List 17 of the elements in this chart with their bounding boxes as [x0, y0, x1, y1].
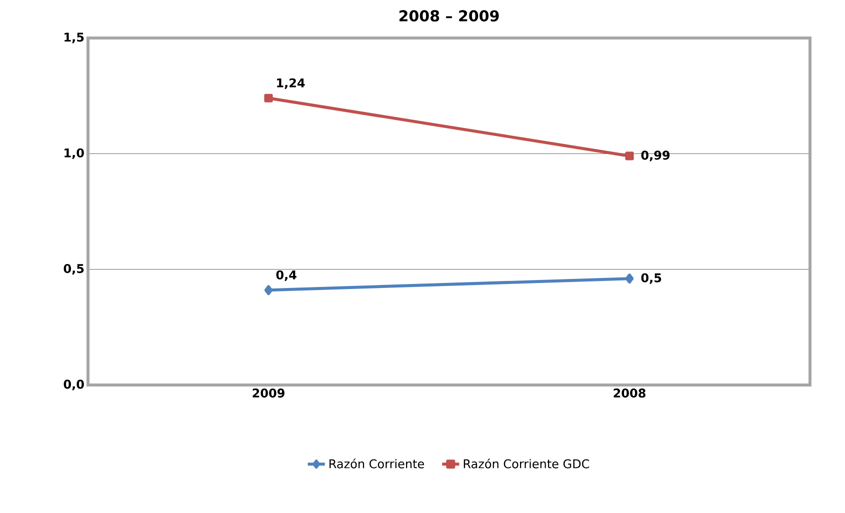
x-tick-label: 2009: [252, 388, 284, 398]
data-label: 1,24: [277, 78, 305, 89]
y-tick-label: 1,0: [64, 148, 84, 159]
data-label: 0,5: [641, 273, 662, 284]
x-tick-label: 2008: [614, 388, 646, 398]
y-tick-label: 1,5: [64, 32, 84, 44]
chart-title: 2008 – 2009: [399, 10, 499, 22]
legend-label: Razón Corriente: [330, 458, 424, 468]
legend-label: Razón Corriente GDC: [464, 458, 590, 468]
y-tick-label: 0,5: [64, 264, 84, 275]
point: [264, 285, 273, 296]
point: [625, 274, 634, 284]
data-label: 0,4: [276, 270, 296, 281]
y-tick-label: 0,0: [64, 380, 84, 390]
point: [625, 152, 634, 160]
data-label: 0,99: [641, 150, 670, 162]
point: [264, 94, 273, 102]
